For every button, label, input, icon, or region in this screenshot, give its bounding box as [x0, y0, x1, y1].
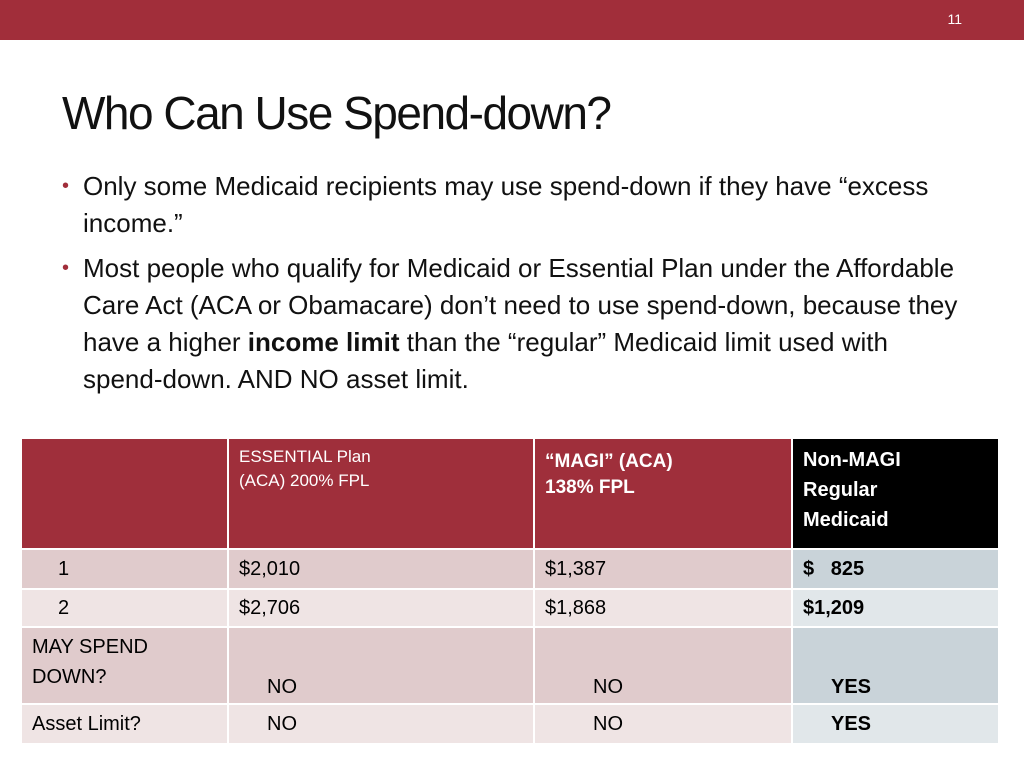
- row: 1 $2,010 $1,387 $ 825: [20, 548, 1000, 590]
- cell: NO: [227, 703, 535, 745]
- slide-title: Who Can Use Spend-down?: [62, 87, 612, 139]
- cell: YES: [791, 703, 1000, 745]
- cell: $1,387: [533, 548, 793, 590]
- cell: NO: [533, 626, 793, 705]
- cell: $ 825: [791, 548, 1000, 590]
- bullet: Most people who qualify for Medicaid or …: [62, 250, 967, 398]
- row: 2 $2,706 $1,868 $1,209: [20, 588, 1000, 628]
- cell: Asset Limit?: [20, 703, 229, 745]
- header-line: ESSENTIAL Plan: [239, 447, 371, 466]
- bullet-bold: income limit: [247, 327, 400, 357]
- table: ESSENTIAL Plan (ACA) 200% FPL “MAGI” (ACA…: [20, 437, 1000, 745]
- header-line: 138% FPL: [545, 477, 635, 498]
- header-line: Non-MAGI: [803, 449, 901, 471]
- bullet-text: than the “regular” Medicaid limit used w…: [83, 327, 888, 394]
- bullet-text: Only some Medicaid recipients may use sp…: [83, 171, 929, 238]
- cell: 2: [20, 588, 229, 628]
- header-cell: ESSENTIAL Plan (ACA) 200% FPL: [227, 437, 535, 550]
- header-cell: [20, 437, 229, 550]
- bullet: Only some Medicaid recipients may use sp…: [62, 168, 967, 242]
- cell: 1: [20, 548, 229, 590]
- header-line: (ACA) 200% FPL: [239, 471, 370, 490]
- cell: MAY SPEND DOWN?: [20, 626, 229, 705]
- cell: $1,868: [533, 588, 793, 628]
- cell: $1,209: [791, 588, 1000, 628]
- cell: $2,706: [227, 588, 535, 628]
- header-cell: “MAGI” (ACA) 138% FPL: [533, 437, 793, 550]
- header-line: “MAGI” (ACA): [545, 451, 673, 472]
- cell: YES: [791, 626, 1000, 705]
- cell: NO: [227, 626, 535, 705]
- bullet-text: Most people who qualify for Medicaid or …: [83, 253, 958, 357]
- header-line: Regular: [803, 479, 878, 501]
- cell: $2,010: [227, 548, 535, 590]
- cell: NO: [533, 703, 793, 745]
- row: MAY SPEND DOWN? NO NO YES: [20, 626, 1000, 705]
- top-bar: 11: [0, 0, 1024, 40]
- page-number: 11: [947, 11, 962, 27]
- header-row: ESSENTIAL Plan (ACA) 200% FPL “MAGI” (ACA…: [20, 437, 1000, 550]
- header-line: Medicaid: [803, 509, 889, 531]
- row: Asset Limit? NO NO YES: [20, 703, 1000, 745]
- bullet-list: Only some Medicaid recipients may use sp…: [62, 168, 967, 406]
- header-cell: Non-MAGI Regular Medicaid: [791, 437, 1000, 550]
